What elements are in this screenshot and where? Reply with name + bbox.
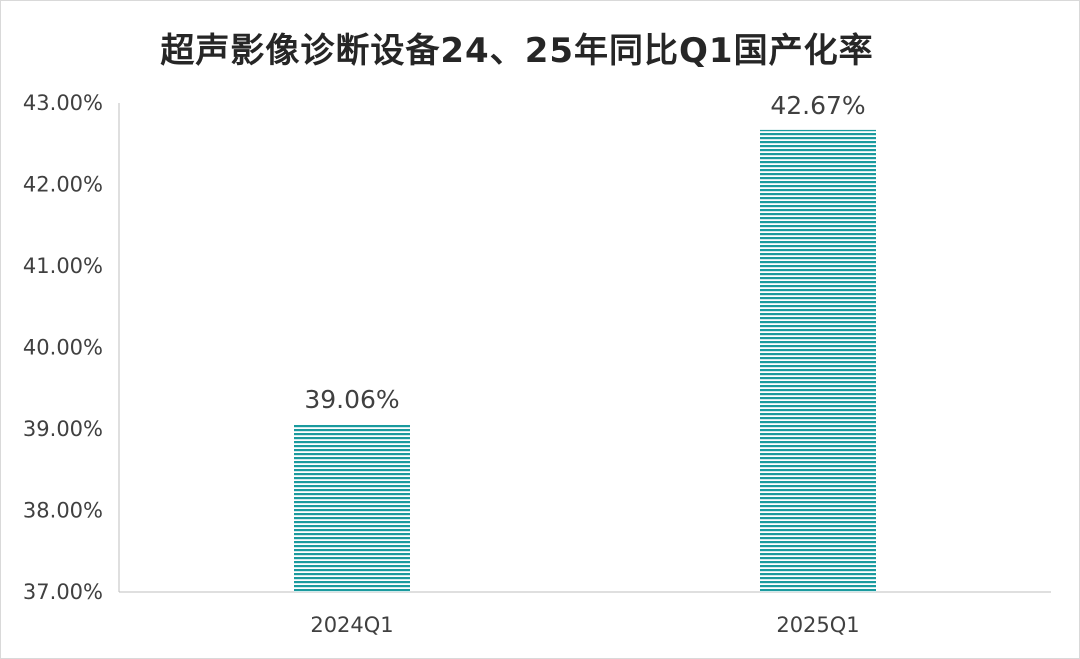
x-tick-label: 2025Q1	[776, 613, 859, 637]
data-label: 39.06%	[304, 385, 399, 414]
bar	[760, 129, 876, 592]
bars	[294, 129, 876, 592]
data-labels: 39.06% 42.67%	[304, 91, 865, 414]
y-tick-label: 40.00%	[23, 336, 103, 360]
data-label: 42.67%	[770, 91, 865, 120]
y-tick-label: 42.00%	[23, 173, 103, 197]
y-tick-label: 43.00%	[23, 91, 103, 115]
y-tick-label: 41.00%	[23, 254, 103, 278]
x-tick-label: 2024Q1	[310, 613, 393, 637]
y-tick-label: 39.00%	[23, 417, 103, 441]
y-tick-label: 38.00%	[23, 499, 103, 523]
y-tick-label: 37.00%	[23, 580, 103, 604]
chart-title: 超声影像诊断设备24、25年同比Q1国产化率	[160, 31, 874, 71]
bar	[294, 424, 410, 592]
y-axis: 37.00% 38.00% 39.00% 40.00% 41.00% 42.00% 43.0…	[23, 91, 120, 604]
x-axis: 2024Q1 2025Q1	[119, 591, 1051, 637]
